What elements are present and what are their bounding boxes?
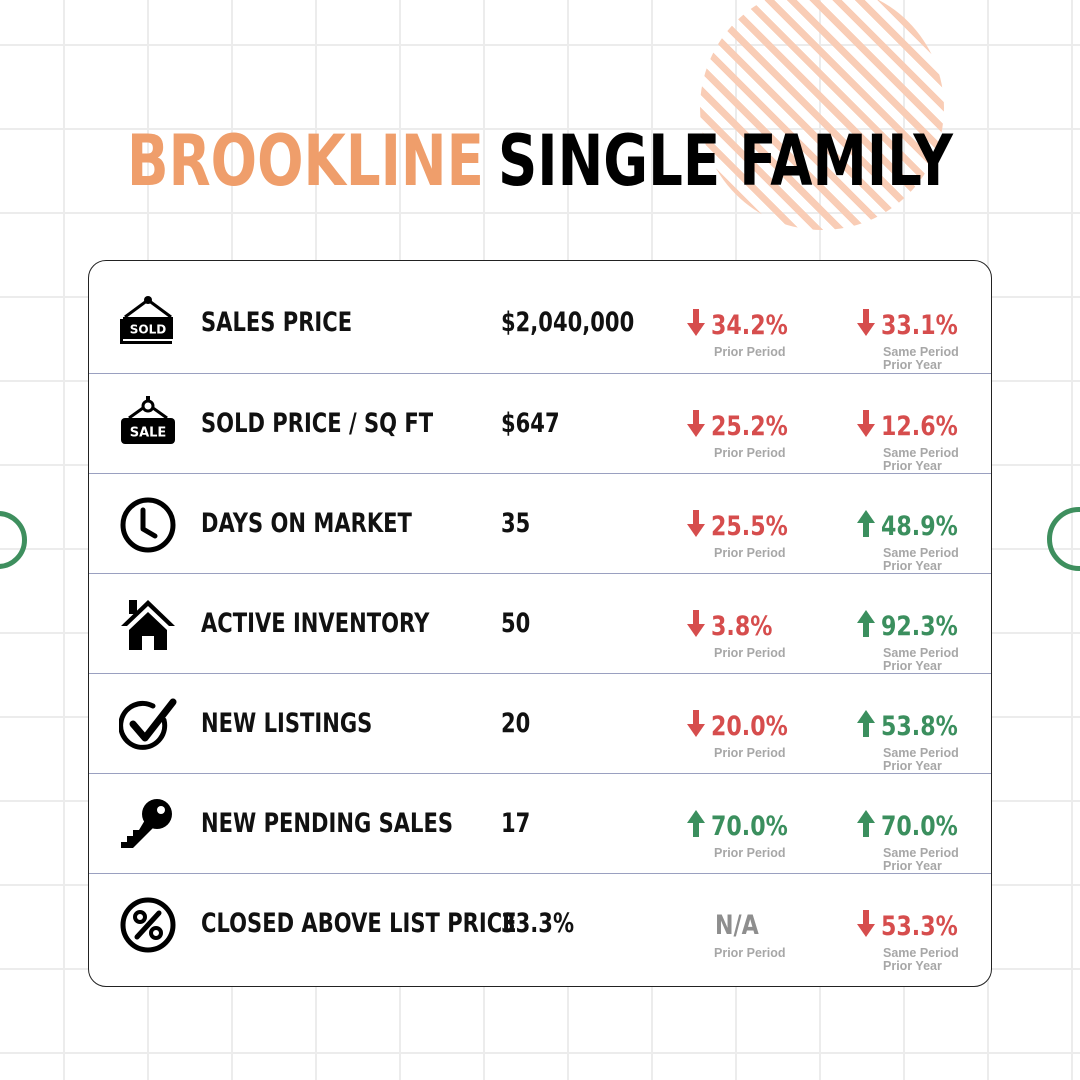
prior-year-caption: Same Period Prior Year [883,646,959,673]
prior-year-change: 48.9% [857,510,975,542]
prior-period-caption: Prior Period [714,345,786,359]
prior-period-caption: Prior Period [714,846,786,860]
prior-period-change: 25.5% [687,510,805,542]
page-title: BROOKLINE SINGLE FAMILY [119,120,961,202]
down-arrow-icon [687,710,705,737]
key-icon [119,796,177,854]
stat-row: DAYS ON MARKET 35 25.5% Prior Period 48.… [89,473,991,574]
up-arrow-icon [687,810,705,837]
down-arrow-icon [857,410,875,437]
prior-year-change: 53.3% [857,910,975,942]
sold-sign-icon: SOLD [119,295,177,353]
prior-year-change: 92.3% [857,610,975,642]
sale-sign-icon: SALE [119,396,177,454]
down-arrow-icon [857,309,875,336]
down-arrow-icon [857,910,875,937]
down-arrow-icon [687,309,705,336]
prior-period-caption: Prior Period [714,946,786,960]
house-icon [119,596,177,654]
stat-value: 35 [501,508,531,539]
prior-year-change: 70.0% [857,810,975,842]
prior-year-caption: Same Period Prior Year [883,746,959,773]
checkmark-icon [118,696,177,754]
decorative-striped-circle [700,0,944,230]
prior-year-change: 12.6% [857,410,975,442]
svg-text:SALE: SALE [130,426,167,441]
prior-year-caption: Same Period Prior Year [883,946,959,973]
prior-year-caption: Same Period Prior Year [883,846,959,873]
stat-row: ACTIVE INVENTORY 50 3.8% Prior Period 92… [89,573,991,674]
prior-period-caption: Prior Period [714,746,786,760]
prior-year-caption: Same Period Prior Year [883,345,959,372]
decorative-ring-left [0,511,27,569]
up-arrow-icon [857,710,875,737]
prior-year-caption: Same Period Prior Year [883,446,959,473]
stat-label: CLOSED ABOVE LIST PRICE [201,908,517,939]
prior-period-change: 70.0% [687,810,805,842]
stat-row: SALE SOLD PRICE / SQ FT $647 25.2% Prior… [89,373,991,474]
stat-row: NEW PENDING SALES 17 70.0% Prior Period … [89,773,991,874]
prior-year-caption: Same Period Prior Year [883,546,959,573]
prior-period-change: 34.2% [687,309,805,341]
stat-value: 50 [501,608,531,639]
up-arrow-icon [857,610,875,637]
svg-text:SOLD: SOLD [130,323,166,337]
clock-icon [119,496,177,554]
prior-period-change: N/A [715,910,759,941]
stat-label: NEW LISTINGS [201,708,373,739]
stat-label: DAYS ON MARKET [201,508,412,539]
title-city: BROOKLINE [127,120,484,202]
prior-year-change: 33.1% [857,309,975,341]
down-arrow-icon [687,510,705,537]
title-property-type: SINGLE FAMILY [497,120,953,202]
stat-value: 17 [501,808,531,839]
prior-period-caption: Prior Period [714,646,786,660]
stat-row: SOLD SALES PRICE $2,040,000 34.2% Prior … [89,273,991,373]
prior-period-change: 25.2% [687,410,805,442]
percent-icon [119,896,177,954]
stat-value: $2,040,000 [501,307,635,338]
stat-value: $647 [501,408,560,439]
stat-label: SOLD PRICE / SQ FT [201,408,434,439]
stat-value: 33.3% [501,908,575,939]
prior-period-change: 20.0% [687,710,805,742]
stat-value: 20 [501,708,531,739]
up-arrow-icon [857,510,875,537]
stat-label: NEW PENDING SALES [201,808,454,839]
stat-label: ACTIVE INVENTORY [201,608,430,639]
stat-row: NEW LISTINGS 20 20.0% Prior Period 53.8%… [89,673,991,774]
prior-year-change: 53.8% [857,710,975,742]
prior-period-caption: Prior Period [714,546,786,560]
down-arrow-icon [687,610,705,637]
down-arrow-icon [687,410,705,437]
decorative-ring-right [1047,507,1080,571]
prior-period-caption: Prior Period [714,446,786,460]
up-arrow-icon [857,810,875,837]
stat-row: CLOSED ABOVE LIST PRICE 33.3% N/A Prior … [89,873,991,974]
prior-period-change: 3.8% [687,610,786,642]
stats-card: SOLD SALES PRICE $2,040,000 34.2% Prior … [88,260,992,987]
stat-label: SALES PRICE [201,307,353,338]
